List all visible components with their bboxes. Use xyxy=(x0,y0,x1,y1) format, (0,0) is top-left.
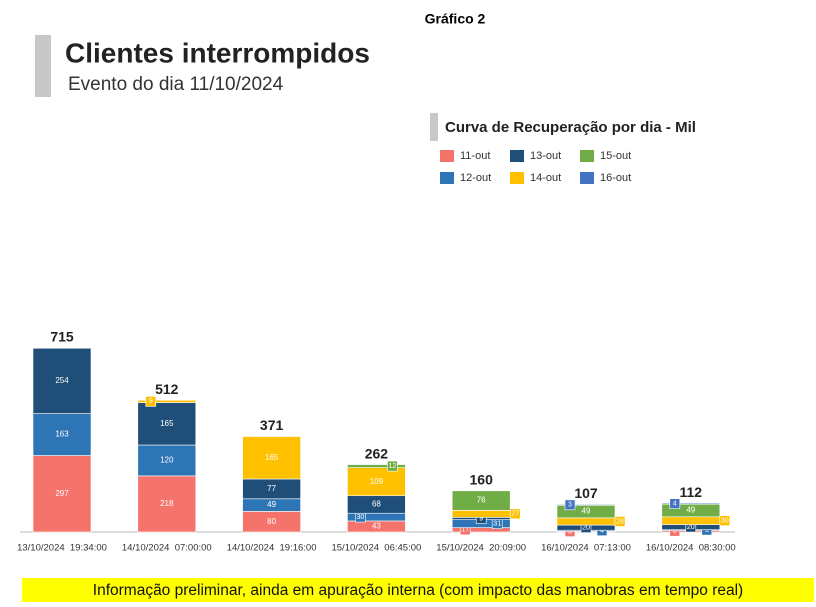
data-label: 297 xyxy=(55,489,69,498)
data-label: 4 xyxy=(673,501,677,508)
legend-label: 16-out xyxy=(600,172,631,184)
legend-label: 15-out xyxy=(600,150,631,162)
bar-segment xyxy=(137,402,197,446)
data-label: 12 xyxy=(389,463,397,470)
chart-title: Clientes interrompidos xyxy=(65,37,370,68)
total-label: 715 xyxy=(50,329,74,345)
data-label-badge xyxy=(669,498,681,509)
total-label: 512 xyxy=(155,381,179,397)
data-label-badge xyxy=(387,460,398,472)
bar-segment xyxy=(137,475,197,533)
footnote: Informação preliminar, ainda em apuração… xyxy=(93,582,743,599)
x-tick-label: 16/10/2024 07:13:00 xyxy=(541,543,631,554)
data-label: 31 xyxy=(493,520,501,527)
data-label: 9 xyxy=(479,515,483,522)
x-tick-label: 16/10/2024 08:30:00 xyxy=(646,543,736,554)
legend-swatch xyxy=(440,150,454,162)
data-label: 4 xyxy=(600,528,604,535)
data-label: 28 xyxy=(616,518,624,525)
bar-segment xyxy=(242,436,301,480)
bar-segment xyxy=(661,502,721,505)
data-label: 77 xyxy=(267,484,276,493)
legend-swatch xyxy=(580,172,594,184)
data-label: 43 xyxy=(372,522,381,531)
legend-swatch xyxy=(580,150,594,162)
title-accent xyxy=(35,35,51,97)
data-label: 218 xyxy=(160,499,174,508)
data-label: 3 xyxy=(568,502,572,509)
data-label-badge xyxy=(509,508,521,520)
legend-swatch xyxy=(510,172,524,184)
data-label-badge xyxy=(614,516,626,527)
data-label: 80 xyxy=(267,517,276,526)
legend-title: Curva de Recuperação por dia - Mil xyxy=(445,119,696,136)
data-label: 20 xyxy=(582,524,590,531)
footnote-highlight xyxy=(22,578,814,602)
bar-segment xyxy=(137,444,197,477)
bar-segment xyxy=(661,516,721,525)
bar-segment xyxy=(451,510,511,518)
data-label: 17 xyxy=(461,527,469,534)
bar-segment xyxy=(32,347,92,414)
data-label: 165 xyxy=(265,453,279,462)
legend-label: 12-out xyxy=(460,172,491,184)
legend-swatch xyxy=(440,172,454,184)
data-label: 3 xyxy=(705,527,709,534)
data-label-badge xyxy=(564,499,576,511)
header: Gráfico 2 xyxy=(425,11,486,27)
legend-label: 13-out xyxy=(530,150,561,162)
data-label: 49 xyxy=(267,500,276,509)
bar-segment xyxy=(347,464,406,468)
total-label: 160 xyxy=(470,472,494,488)
data-label: 109 xyxy=(370,477,384,486)
legend-swatch xyxy=(510,150,524,162)
data-label: 30 xyxy=(357,514,365,521)
data-label: 49 xyxy=(686,506,695,515)
legend-accent xyxy=(430,113,438,141)
data-label: 3 xyxy=(568,528,572,535)
data-label-badge xyxy=(719,515,731,526)
bar-segment xyxy=(556,504,616,506)
data-label: 68 xyxy=(372,500,381,509)
data-label: 254 xyxy=(55,376,69,385)
bar-segment xyxy=(137,399,197,403)
data-label: 20 xyxy=(687,524,695,531)
legend-label: 14-out xyxy=(530,172,561,184)
data-label: 163 xyxy=(55,430,69,439)
data-label: 49 xyxy=(582,507,591,516)
data-label: 27 xyxy=(511,511,519,518)
data-label-badge xyxy=(145,396,157,407)
x-tick-label: 15/10/2024 06:45:00 xyxy=(331,543,421,554)
total-label: 112 xyxy=(680,484,703,500)
x-tick-label: 14/10/2024 19:16:00 xyxy=(227,543,317,554)
legend-label: 11-out xyxy=(460,150,490,162)
total-label: 107 xyxy=(574,485,598,501)
bar-segment xyxy=(556,517,616,526)
chart-subtitle: Evento do dia 11/10/2024 xyxy=(68,74,284,95)
x-tick-label: 14/10/2024 07:00:00 xyxy=(122,543,212,554)
data-label: 9 xyxy=(149,398,153,405)
x-tick-label: 15/10/2024 20:09:00 xyxy=(436,543,526,554)
bar-segment xyxy=(32,455,92,533)
data-label: 120 xyxy=(160,456,174,465)
data-label: 76 xyxy=(477,496,486,505)
data-label: 165 xyxy=(160,419,174,428)
bar-segment xyxy=(347,467,406,497)
bar-segment xyxy=(32,413,92,456)
total-label: 371 xyxy=(260,417,284,433)
total-label: 262 xyxy=(365,445,389,461)
data-label: 30 xyxy=(721,518,729,525)
x-tick-label: 13/10/2024 19:34:00 xyxy=(17,543,107,554)
bar-segment xyxy=(451,490,511,511)
data-label: 6 xyxy=(673,528,677,535)
